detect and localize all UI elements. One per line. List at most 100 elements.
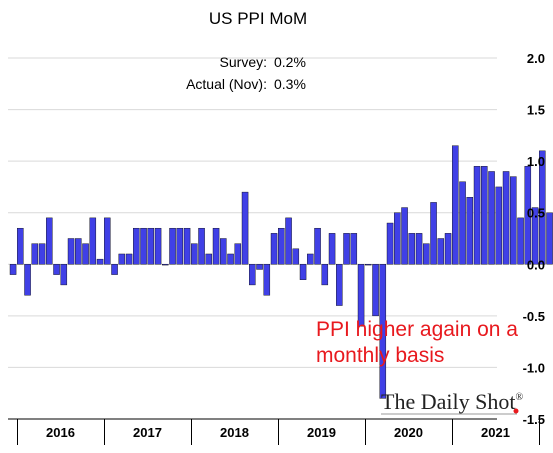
bar [531,207,539,265]
bar [241,191,249,265]
bar [9,264,17,275]
bar [452,145,459,265]
y-tick-label: 1.0 [527,154,545,169]
x-tick-label: 2020 [394,425,423,440]
bar [162,264,169,266]
y-tick-label: -0.5 [523,309,545,324]
y-tick-label: 2.0 [527,51,545,66]
bar [104,217,111,265]
bar [212,227,220,265]
bar [473,166,481,265]
bar [423,243,430,265]
bar [415,233,423,265]
bar [299,264,307,280]
bar [89,217,97,265]
bar [307,253,314,265]
bar [75,238,82,265]
bar [321,264,329,286]
bar [140,227,147,265]
y-tick-label: 0.5 [527,206,545,221]
bar [386,222,394,265]
x-tick-label: 2017 [133,425,162,440]
bar [53,264,60,275]
bar [227,253,234,265]
bar [466,197,474,265]
bar [220,238,227,265]
x-tick-label: 2019 [307,425,336,440]
bar [488,171,495,265]
actual-label: Actual (Nov): [186,76,267,92]
bar [510,176,517,265]
bar [459,181,466,265]
x-tick-label: 2016 [46,425,75,440]
bar [357,264,365,327]
bar [539,150,546,265]
bar [169,227,176,265]
bar [133,227,140,265]
brand-name: The Daily Shot [381,389,515,414]
bar [270,233,278,265]
bar [502,171,510,265]
brand-mark: ® [515,392,523,403]
bar [31,243,39,265]
bar [350,233,358,265]
bar [263,264,271,296]
bar [191,243,198,265]
bar [198,227,205,265]
bar [24,264,31,296]
bar [176,227,184,265]
bar [96,258,104,265]
y-tick-label: -1.0 [523,360,545,375]
actual-value: 0.3% [274,76,306,92]
bar [205,253,213,265]
bar [408,233,416,265]
bar [444,233,452,265]
brand-dot [513,408,519,414]
bar [60,264,68,286]
bar [292,248,300,265]
bar [379,264,387,399]
bar [38,243,46,265]
bar [394,212,401,265]
bar [546,212,553,265]
bar [285,217,292,265]
bar [524,166,532,265]
x-tick-label: 2018 [220,425,249,440]
bar [481,166,488,265]
y-tick-label: -1.5 [523,412,545,427]
chart-title: US PPI MoM [209,9,307,28]
y-axis-ticks: 2.0 1.5 1.0 0.5 0.0 -0.5 -1.0 -1.5 [523,51,545,427]
bar [111,264,118,275]
bar [46,217,53,265]
bar [437,238,445,265]
bar [336,264,343,306]
survey-label: Survey: [220,54,267,70]
bar [234,243,242,265]
bar [147,227,155,265]
bar [343,233,350,265]
bar [67,238,75,265]
brand-logo: The Daily Shot® [381,389,523,414]
bar [17,227,24,265]
x-tick-label: 2021 [481,425,510,440]
bar [125,253,133,265]
bar [430,202,437,265]
bar [495,186,503,265]
bar [314,227,321,265]
bar [82,243,89,265]
bar [154,227,162,265]
bar [365,264,372,266]
survey-value: 0.2% [274,54,306,70]
bar [401,207,408,265]
bar [183,227,191,265]
bar [278,227,285,265]
annotation-line-2: monthly basis [316,344,444,367]
bar [372,264,379,317]
bar [517,217,524,265]
annotation-line-1: PPI higher again on a [316,318,518,341]
bar [256,264,263,270]
y-tick-label: 1.5 [527,103,545,118]
bar [118,253,126,265]
bars [9,145,553,399]
